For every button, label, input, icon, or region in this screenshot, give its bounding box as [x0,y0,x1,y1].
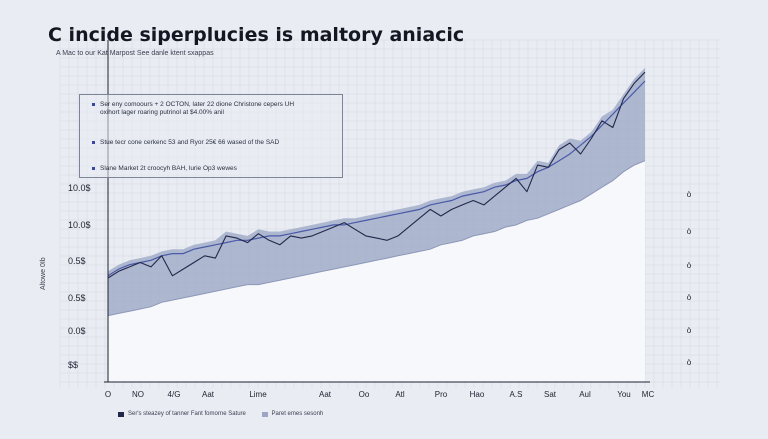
y-tick-label: $$ [68,360,79,370]
annotation-text: Ser eny comoours + 2 OCTON, later 22 dio… [100,101,295,108]
x-tick-label: Hao [469,390,485,399]
legend-label: Ser's steazey of tanner Fant fomorne Sat… [128,411,246,417]
annotation-text: oxihort lager roaring putrinol at $4.00%… [100,109,224,116]
y-axis-label: Altowe 0Ib [40,257,47,290]
under-area [108,160,645,382]
y-tick-label: 0.0$ [68,326,86,336]
x-tick-label: Atl [395,390,405,399]
right-tick-label: ò [686,326,692,335]
x-tick-label: Oo [358,390,370,399]
chart-legend: Ser's steazey of tanner Fant fomorne Sat… [118,411,337,419]
trend-line [107,80,646,277]
annotation-note: Slane Market 2t croocyh BAH, lurie Op3 w… [92,165,237,172]
annotation-note: Stue tecr cone cerkenc 53 and Ryor 25€ 6… [92,139,280,147]
right-tick-label: ò [686,293,692,302]
right-tick-label: ò [686,261,692,270]
y-tick-label: 10.0$ [68,183,91,193]
band-area [108,67,645,316]
bullet-marker [92,103,95,106]
x-tick-label: Aul [579,390,591,399]
band-lower-edge [107,160,646,317]
y-tick-label: 10.0$ [68,220,91,230]
right-tick-label: ò [686,227,692,236]
annotation-text: Stue tecr cone cerkenc 53 and Ryor 25€ 6… [100,139,280,146]
x-tick-label: NO [132,390,144,399]
annotation-box: Ser eny comoours + 2 OCTON, later 22 dio… [79,94,343,178]
legend-entry: Ser's steazey of tanner Fant fomorne Sat… [118,411,246,417]
annotation-note: oxihort lager roaring putrinol at $4.00%… [100,109,224,117]
legend-swatch [261,411,268,417]
bullet-marker [92,141,95,144]
x-tick-label: A.S [509,390,523,399]
series-line [107,71,646,279]
x-tick-label: Lime [249,390,267,399]
x-tick-label: Pro [434,390,448,399]
x-tick-label: Aat [201,390,215,399]
x-tick-label: Aat [318,390,332,399]
annotation-note: Ser eny comoours + 2 OCTON, later 22 dio… [92,101,295,109]
legend-label: Paret emes sesonh [271,411,324,417]
y-tick-label: 0.5$ [68,256,86,266]
x-tick-label: 4/G [167,390,181,399]
x-tick-label: Sat [543,390,557,399]
right-tick-label: ò [686,190,692,199]
bullet-marker [92,167,95,170]
x-tick-label: You [617,390,631,399]
chart-title: C incide siperplucies is maltory aniacic [48,24,465,46]
x-tick-label: MC [641,390,655,399]
right-tick-label: ò [686,358,692,367]
x-tick-label: O [104,390,112,399]
legend-entry: Paret emes sesonh [261,411,324,417]
annotation-text: Slane Market 2t croocyh BAH, lurie Op3 w… [100,165,237,172]
chart-subtitle: A Mac to our Kat Marpost See danle ktent… [56,50,214,57]
y-tick-label: 0.5$ [68,293,86,303]
legend-swatch [118,411,124,417]
